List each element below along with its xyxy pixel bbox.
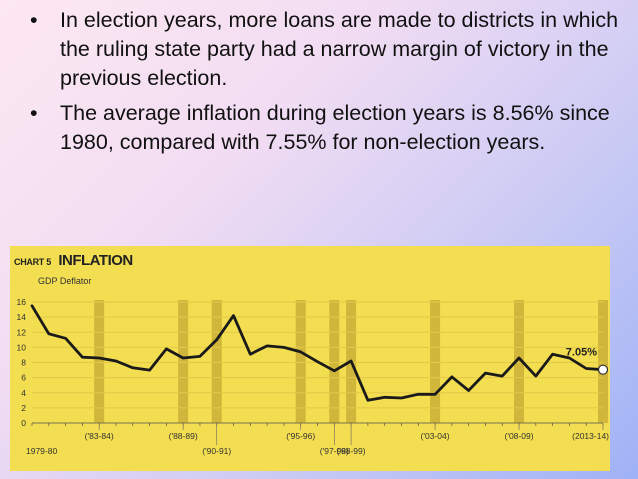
- data-point: [468, 389, 470, 392]
- data-point: [182, 357, 184, 359]
- data-point: [283, 346, 285, 348]
- data-point: [266, 345, 268, 347]
- data-point: [81, 356, 83, 358]
- inflation-chart: 0 2 4 6 8 10 12 14 16 7.05% 1979-80 ('83-84) ('88-89…: [10, 246, 610, 471]
- x-tick-label: (2013-14): [572, 431, 609, 441]
- x-tick-label: ('83-84): [85, 431, 114, 441]
- data-point: [132, 367, 134, 369]
- y-tick-label: 6: [21, 373, 26, 383]
- end-point-marker: [597, 364, 609, 375]
- data-point: [451, 376, 453, 378]
- chart-label: CHART 5: [14, 257, 51, 267]
- chart-svg: 0 2 4 6 8 10 12 14 16 7.05% 1979-80 ('83-84) ('88-89…: [17, 297, 610, 456]
- chart-title: INFLATION: [58, 252, 133, 269]
- election-band: [211, 300, 222, 423]
- y-tick-label: 2: [21, 403, 26, 413]
- data-point: [31, 305, 33, 307]
- data-point: [232, 315, 235, 317]
- election-band: [94, 300, 105, 423]
- y-tick-label: 10: [17, 342, 27, 352]
- y-tick-label: 12: [17, 327, 27, 337]
- x-tick-label: ('88-89): [169, 431, 198, 441]
- data-point: [384, 396, 386, 398]
- data-point: [48, 333, 50, 335]
- x-tick-label: ('98-99): [337, 446, 366, 456]
- data-point: [501, 375, 503, 377]
- election-band: [598, 300, 608, 423]
- election-band: [295, 300, 306, 423]
- bullet-item: • In election years, more loans are made …: [26, 6, 626, 93]
- bullet-symbol: •: [30, 8, 38, 32]
- y-tick-label: 14: [17, 312, 27, 322]
- data-point: [434, 393, 436, 395]
- y-tick-label: 8: [21, 358, 26, 368]
- election-band: [514, 300, 525, 423]
- x-tick-label: ('03-04): [421, 431, 450, 441]
- data-point: [484, 372, 487, 374]
- chart-header: CHART 5 INFLATION: [14, 252, 133, 270]
- data-point: [535, 375, 537, 377]
- data-point: [216, 339, 218, 341]
- data-point: [98, 357, 100, 359]
- data-point: [350, 360, 352, 362]
- data-point: [249, 353, 251, 355]
- end-value-annotation: 7.05%: [566, 347, 597, 359]
- data-point: [518, 357, 520, 359]
- data-point: [316, 361, 319, 363]
- chart-subtitle: GDP Deflator: [38, 276, 92, 286]
- data-point: [400, 397, 403, 399]
- y-tick-label: 0: [21, 418, 26, 428]
- x-tick-label: ('08-09): [505, 431, 534, 441]
- data-point: [568, 357, 571, 359]
- bullet-text: In election years, more loans are made t…: [60, 8, 619, 90]
- x-tick-label: ('90-91): [202, 446, 231, 456]
- bullet-list: • In election years, more loans are made …: [26, 6, 626, 163]
- election-band: [430, 300, 441, 423]
- x-tick-label: ('97-98): [320, 446, 349, 456]
- data-point: [64, 337, 67, 339]
- x-start-label: 1979-80: [26, 446, 57, 456]
- data-point: [367, 399, 369, 401]
- bullet-text: The average inflation during election ye…: [60, 101, 610, 154]
- data-point: [585, 367, 587, 370]
- data-point: [417, 393, 419, 395]
- x-tick-label: ('95-96): [286, 431, 315, 441]
- data-point: [115, 360, 117, 362]
- data-point: [552, 353, 554, 355]
- election-band: [178, 300, 189, 423]
- data-point: [333, 370, 335, 372]
- bullet-symbol: •: [30, 101, 38, 125]
- bullet-item: • The average inflation during election y…: [26, 99, 626, 157]
- y-tick-label: 4: [21, 388, 26, 398]
- election-band: [329, 300, 340, 423]
- data-point: [199, 355, 201, 358]
- data-point: [165, 348, 167, 350]
- data-point: [300, 351, 302, 353]
- y-tick-label: 16: [17, 297, 27, 307]
- data-point: [148, 369, 151, 371]
